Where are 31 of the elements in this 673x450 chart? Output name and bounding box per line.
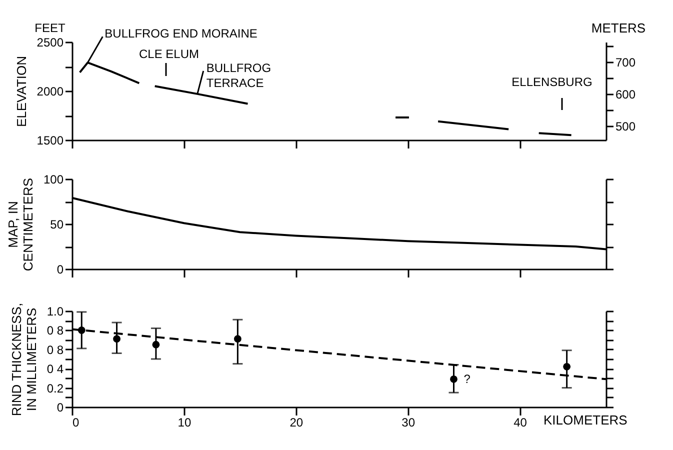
x-axis-title: KILOMETERS xyxy=(544,412,628,428)
y-tick-label: 0 4 xyxy=(46,362,64,376)
y2-axis-title: METERS xyxy=(591,20,646,36)
y2-tick-label: 500 xyxy=(616,120,636,134)
annotation: CLE ELUM xyxy=(138,47,200,61)
x-tick-label: 20 xyxy=(290,416,304,430)
annotation: ELLENSBURG xyxy=(512,75,592,89)
x-tick-label: 0 xyxy=(72,416,80,430)
y-tick-label: 0 8 xyxy=(46,342,64,357)
y-tick-label: 1.0 xyxy=(46,304,64,318)
y-axis-title: MAP, IN CENTIMETERS xyxy=(5,178,36,272)
y-tick-label: 2000 xyxy=(36,84,64,98)
y-tick-label: 0 xyxy=(56,262,64,276)
y-axis-title: RIND THICKNESS, IN MILLIMETERS xyxy=(8,302,39,416)
x-tick-label: 40 xyxy=(514,416,528,430)
annotation: BULLFROG END MORAINE xyxy=(104,26,258,41)
y-tick-label: 0 8 xyxy=(46,324,64,338)
y-tick-label: 0 xyxy=(56,400,64,414)
y-tick-label: 2500 xyxy=(36,36,64,50)
x-tick-label: 10 xyxy=(178,416,192,430)
y2-tick-label: 700 xyxy=(616,55,636,70)
y-tick-label: 50 xyxy=(50,218,64,232)
text: FEET xyxy=(34,21,66,35)
y-tick-label: 1500 xyxy=(36,134,64,148)
annotation: BULLFROG TERRACE xyxy=(206,60,272,90)
y-tick-label: 100 xyxy=(43,172,64,186)
y-axis-title: ELEVATION xyxy=(14,56,29,128)
annotation: ? xyxy=(464,372,471,386)
x-tick-label: 30 xyxy=(402,416,416,430)
y2-tick-label: 600 xyxy=(616,88,636,102)
y-tick-label: 0.2 xyxy=(46,381,64,396)
